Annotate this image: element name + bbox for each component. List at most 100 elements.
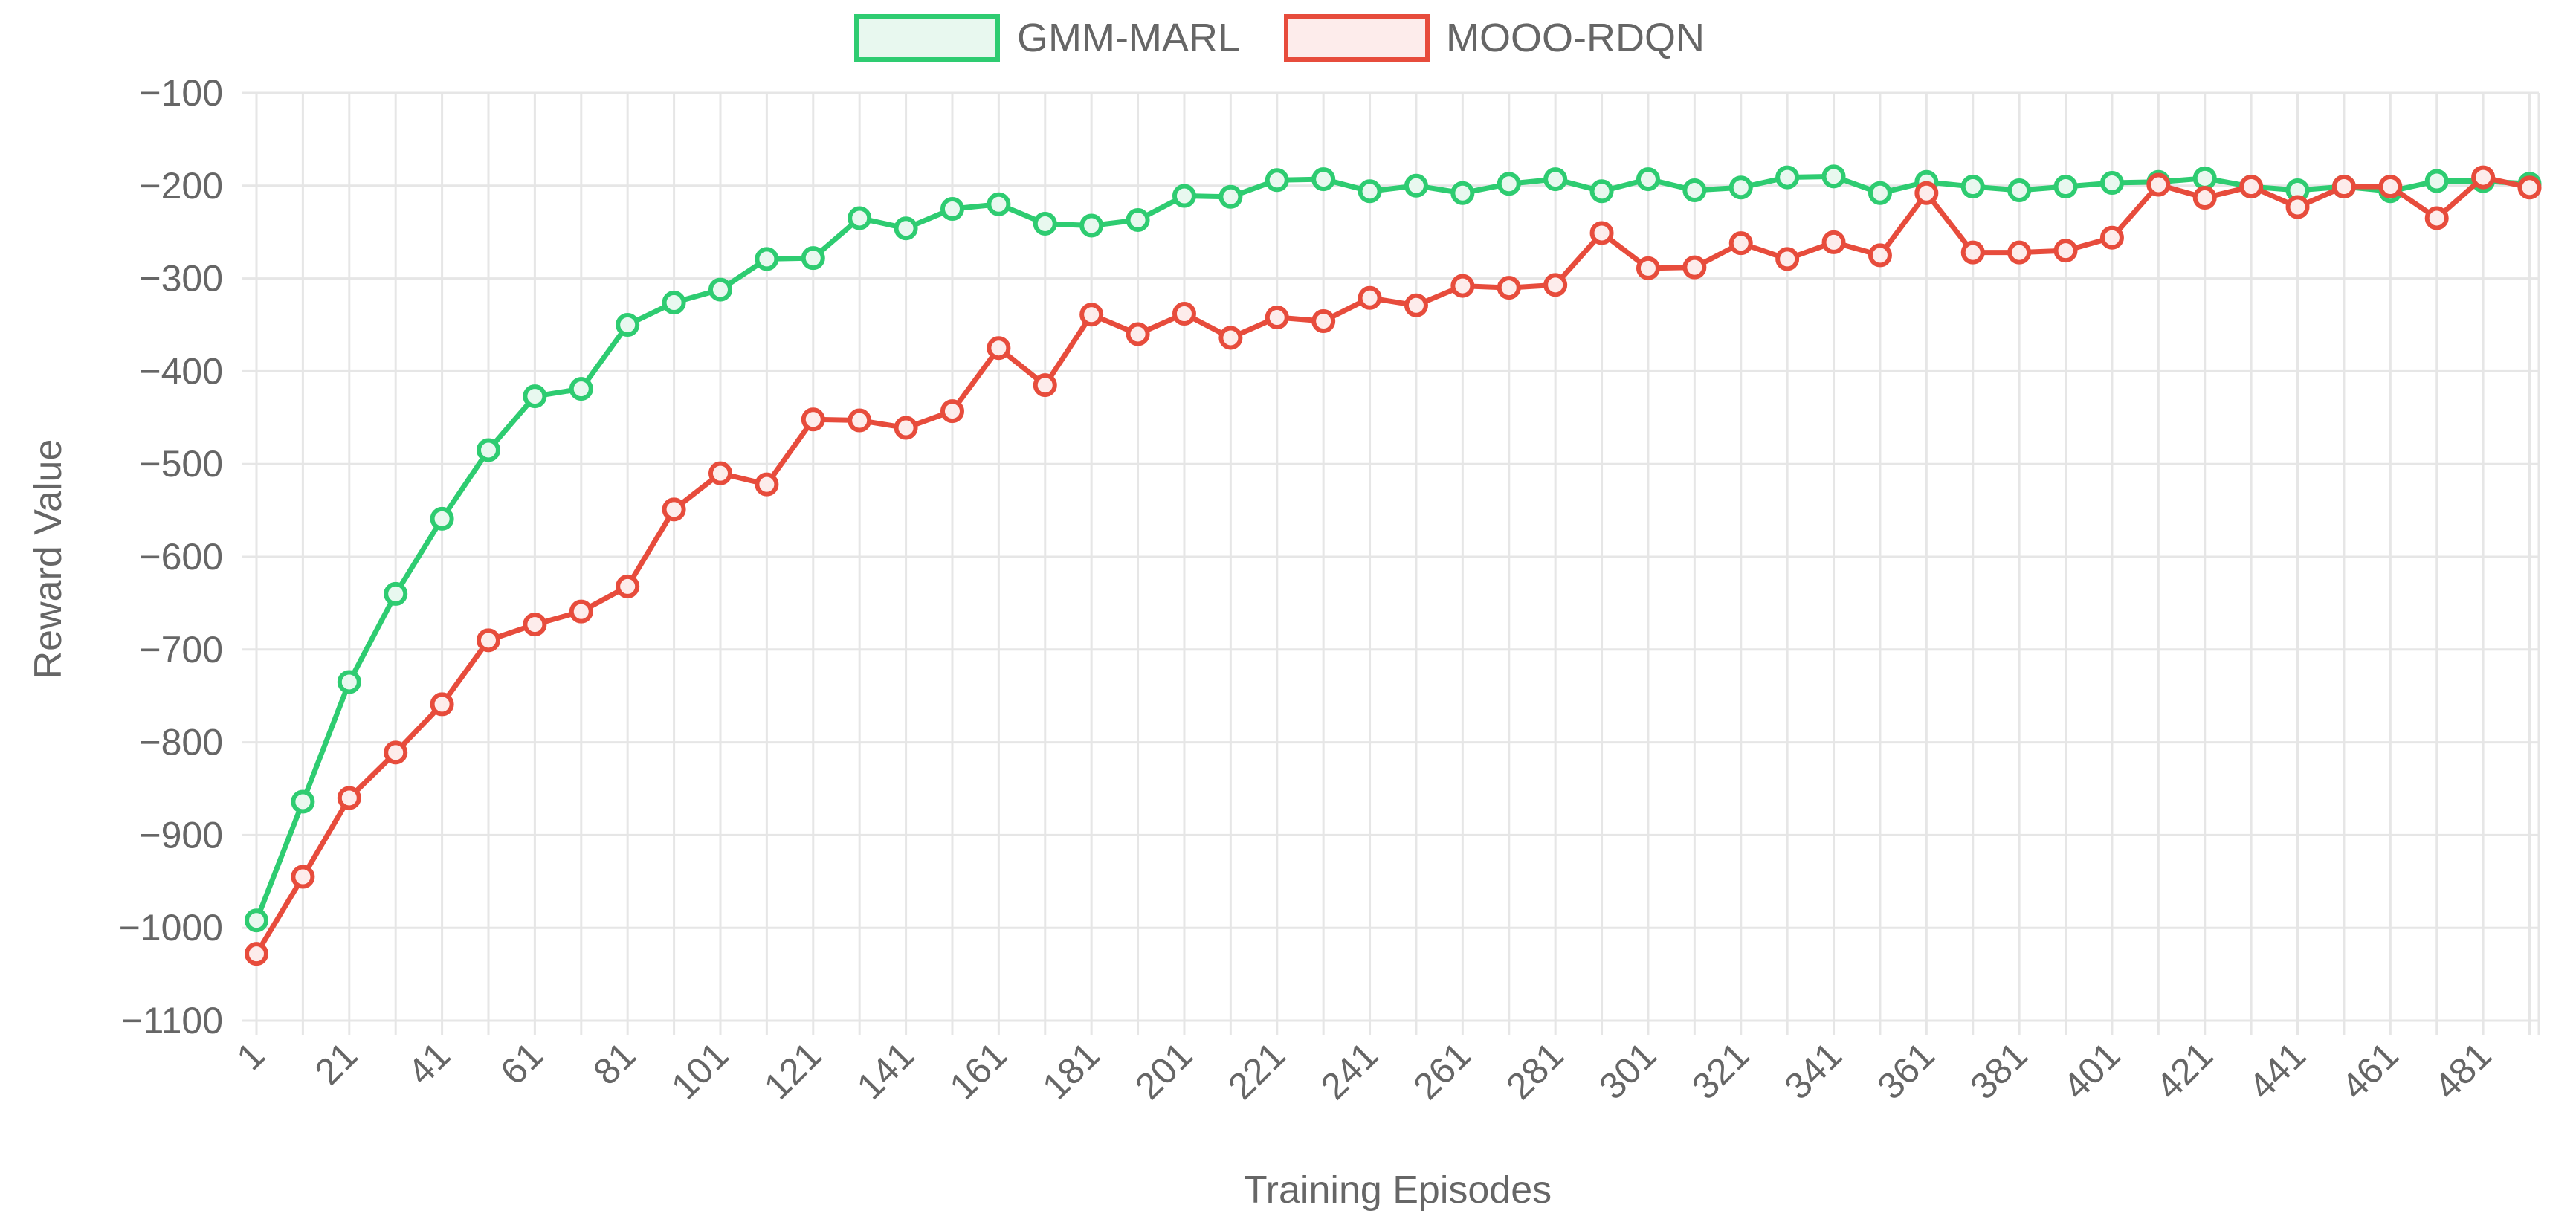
data-point [1265, 168, 1289, 193]
data-point [1404, 293, 1428, 317]
data-point [430, 692, 454, 717]
legend-swatch [854, 14, 1000, 62]
series-line [254, 173, 2533, 923]
y-axis: −100 −200 −300 −400 −500 −600 −700 −800 −900 −100… [119, 72, 223, 1041]
x-axis: 1 21 41 61 81 101 121 141 161 181 201 221 241 261 281 3… [229, 1034, 2499, 1108]
data-point [1728, 231, 1753, 256]
data-point [2099, 171, 2124, 196]
data-point [1079, 303, 1104, 327]
y-tick-label: −1100 [121, 1000, 223, 1041]
data-point [1821, 230, 1846, 254]
x-tick-label: 61 [492, 1034, 551, 1093]
data-point [1775, 165, 1800, 190]
data-point [1821, 164, 1846, 189]
legend-item[interactable]: GMM-MARL [854, 14, 1240, 62]
data-point [2099, 225, 2124, 250]
data-point [894, 216, 918, 241]
data-point [987, 336, 1011, 361]
data-point [1914, 181, 1939, 205]
y-tick-label: −1000 [119, 907, 223, 949]
data-point [476, 438, 500, 462]
x-tick-label: 401 [2055, 1034, 2128, 1108]
data-point [2192, 166, 2217, 190]
data-point [1868, 243, 1892, 268]
data-point [1311, 167, 1336, 192]
data-point [2378, 175, 2403, 199]
data-point [337, 786, 361, 810]
data-point [1404, 173, 1428, 198]
x-tick-label: 301 [1591, 1034, 1665, 1108]
data-point [245, 908, 268, 933]
data-point [523, 613, 547, 637]
data-point [1450, 181, 1475, 205]
data-point [1172, 184, 1196, 208]
x-tick-label: 241 [1313, 1034, 1387, 1108]
data-point [2192, 186, 2217, 210]
data-point [616, 574, 640, 598]
x-tick-label: 281 [1498, 1034, 1572, 1108]
data-point [384, 740, 408, 765]
data-point [2471, 165, 2496, 190]
data-point [1775, 247, 1800, 271]
x-tick-label: 381 [1962, 1034, 2036, 1108]
data-point [801, 246, 825, 271]
data-point [708, 277, 732, 302]
data-point [1218, 326, 1243, 350]
x-tick-label: 221 [1220, 1034, 1294, 1108]
x-tick-label: 261 [1406, 1034, 1479, 1108]
data-point [2007, 178, 2032, 203]
x-tick-label: 121 [756, 1034, 830, 1108]
data-point [848, 408, 872, 433]
x-tick-label: 201 [1127, 1034, 1201, 1108]
data-point [1589, 179, 1614, 204]
data-point [1497, 276, 1521, 300]
legend-item[interactable]: MOOO-RDQN [1284, 14, 1705, 62]
legend-label: GMM-MARL [1017, 16, 1240, 60]
y-tick-label: −900 [139, 814, 223, 856]
data-point [1682, 178, 1707, 203]
data-point [1358, 285, 1382, 310]
x-axis-title: Training Episodes [1244, 1169, 1552, 1212]
y-tick-label: −700 [139, 629, 223, 671]
data-point [848, 206, 872, 230]
data-point [755, 472, 779, 497]
series-line [254, 175, 2533, 957]
x-tick-label: 21 [307, 1034, 366, 1093]
data-point [1636, 256, 1660, 280]
data-point [569, 377, 593, 401]
data-point [2007, 240, 2032, 265]
data-point [662, 291, 686, 315]
data-point [1868, 181, 1892, 205]
y-tick-label: −200 [139, 165, 223, 207]
data-point [523, 384, 547, 409]
x-tick-label: 341 [1777, 1034, 1850, 1108]
data-point [291, 789, 315, 814]
y-tick-label: −500 [139, 443, 223, 485]
data-point [1543, 167, 1568, 192]
x-tick-label: 161 [942, 1034, 1016, 1108]
data-point [2517, 175, 2542, 200]
data-point [1265, 306, 1289, 330]
data-point [245, 942, 268, 966]
x-tick-label: 181 [1034, 1034, 1108, 1108]
data-point [1033, 373, 1057, 398]
y-tick-label: −100 [139, 72, 223, 114]
series-gmm-marl [245, 164, 2542, 933]
x-tick-label: 1 [229, 1034, 273, 1078]
data-point [1126, 207, 1150, 232]
x-tick-label: 461 [2334, 1034, 2407, 1108]
data-point [708, 461, 732, 485]
data-point [430, 506, 454, 531]
data-point [569, 599, 593, 624]
x-tick-label: 441 [2241, 1034, 2314, 1108]
data-point [1450, 274, 1475, 298]
legend-swatch [1284, 14, 1430, 62]
x-tick-label: 141 [849, 1034, 923, 1108]
data-point [2053, 239, 2078, 263]
y-tick-label: −600 [139, 536, 223, 578]
y-tick-label: −400 [139, 350, 223, 392]
data-point [1172, 302, 1196, 326]
data-point [2285, 195, 2310, 219]
